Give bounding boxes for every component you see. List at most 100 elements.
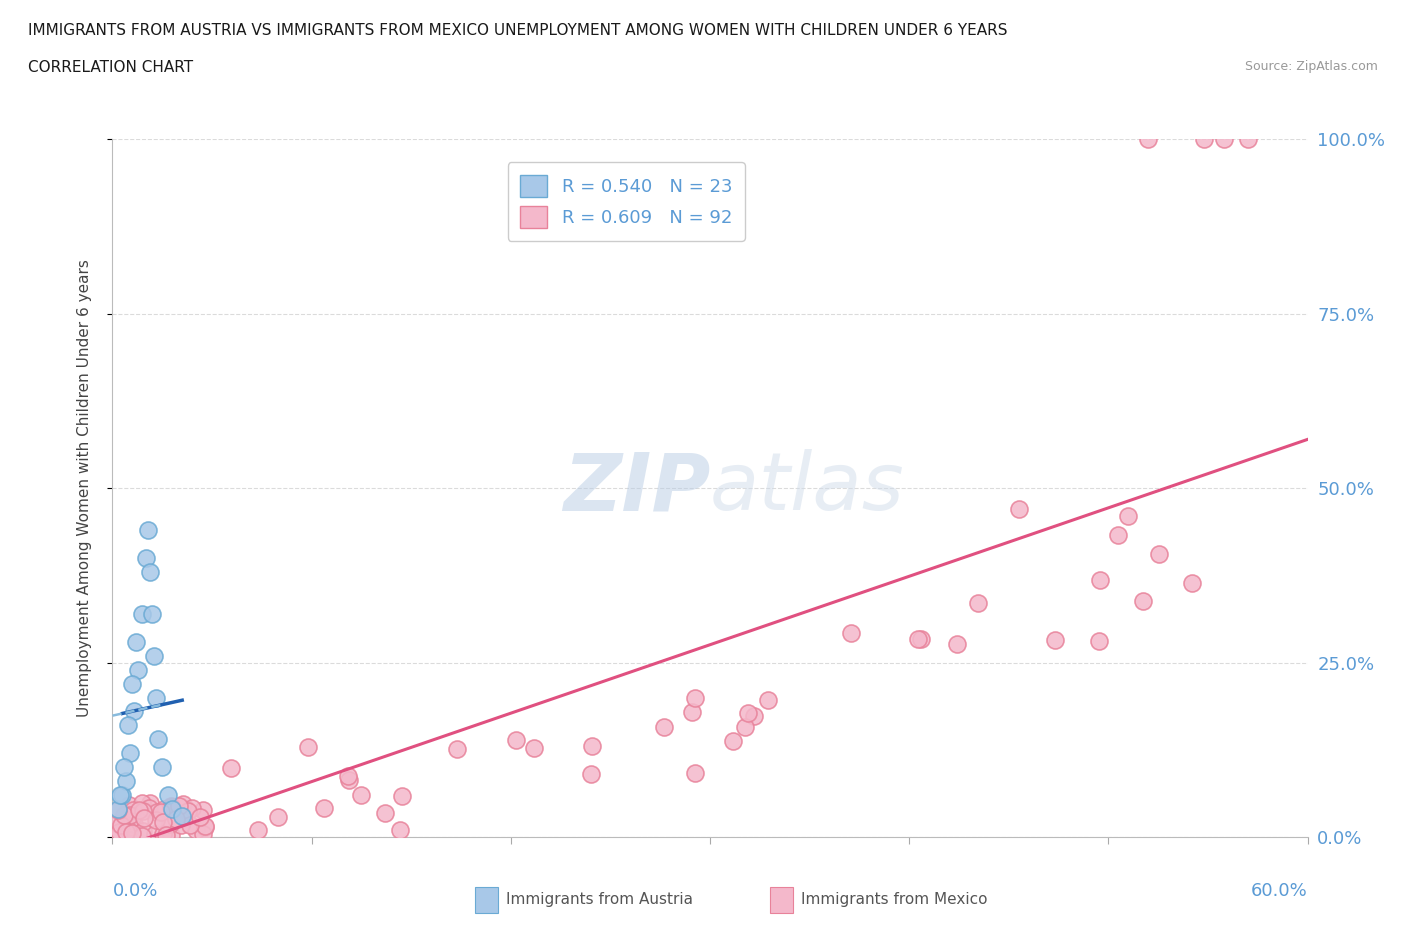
Text: CORRELATION CHART: CORRELATION CHART (28, 60, 193, 75)
Point (683, 765, 706, 780)
Point (117, 822, 139, 837)
Y-axis label: Unemployment Among Women with Children Under 6 years: Unemployment Among Women with Children U… (77, 259, 91, 717)
Point (1008, 502, 1031, 517)
Point (155, 828, 177, 843)
Point (652, 720, 675, 735)
Point (1088, 572, 1111, 587)
Point (523, 741, 546, 756)
Point (967, 596, 990, 611)
Point (910, 632, 932, 647)
Point (1212, 132, 1236, 147)
Text: 0.0%: 0.0% (112, 883, 157, 900)
Point (105, 816, 128, 830)
Point (145, 690, 167, 705)
Point (734, 720, 756, 735)
Point (157, 788, 180, 803)
Point (115, 825, 138, 840)
Point (181, 801, 204, 816)
Point (108, 826, 131, 841)
Point (247, 823, 270, 838)
Text: Source: ZipAtlas.com: Source: ZipAtlas.com (1244, 60, 1378, 73)
Point (188, 810, 211, 825)
Point (117, 718, 139, 733)
Point (152, 815, 174, 830)
Point (107, 802, 129, 817)
Point (194, 819, 217, 834)
Point (124, 704, 146, 719)
Point (107, 803, 129, 817)
Point (1137, 132, 1160, 147)
Point (143, 827, 166, 842)
Point (131, 795, 153, 810)
Point (194, 818, 217, 833)
Text: atlas: atlas (710, 449, 905, 527)
Point (945, 637, 967, 652)
Point (721, 734, 744, 749)
Point (907, 631, 929, 646)
FancyBboxPatch shape (475, 887, 498, 913)
Point (152, 827, 174, 842)
Point (143, 648, 166, 663)
Point (110, 817, 132, 832)
Point (145, 813, 167, 828)
Point (125, 634, 148, 649)
Point (118, 797, 141, 812)
Point (374, 805, 396, 820)
Point (115, 774, 138, 789)
Point (177, 804, 200, 818)
Text: Immigrants from Austria: Immigrants from Austria (506, 892, 693, 907)
Point (160, 800, 183, 815)
Point (114, 760, 135, 775)
Point (118, 808, 141, 823)
Point (112, 807, 135, 822)
Point (124, 817, 146, 831)
Point (1107, 527, 1129, 542)
Point (132, 824, 155, 839)
Point (219, 760, 242, 775)
Point (184, 822, 207, 837)
Point (681, 704, 703, 719)
Point (744, 709, 766, 724)
Point (152, 802, 174, 817)
Point (1147, 547, 1170, 562)
Point (148, 732, 170, 747)
Point (350, 788, 373, 803)
Point (139, 565, 162, 579)
Point (170, 817, 193, 832)
Point (121, 825, 143, 840)
Point (138, 796, 160, 811)
Point (128, 803, 150, 817)
Point (127, 662, 149, 677)
Point (1043, 633, 1066, 648)
Point (162, 802, 183, 817)
Point (172, 809, 194, 824)
Point (391, 789, 413, 804)
Point (167, 799, 190, 814)
Legend: R = 0.540   N = 23, R = 0.609   N = 92: R = 0.540 N = 23, R = 0.609 N = 92 (508, 163, 745, 241)
Point (1181, 576, 1204, 591)
Point (166, 812, 188, 827)
Point (159, 798, 181, 813)
Point (193, 827, 215, 842)
Point (110, 788, 132, 803)
Point (267, 809, 290, 824)
Point (1132, 593, 1154, 608)
Point (121, 810, 143, 825)
Point (756, 693, 779, 708)
Point (581, 739, 603, 754)
Point (737, 705, 759, 720)
Point (159, 828, 181, 843)
Point (121, 676, 143, 691)
Point (132, 804, 155, 818)
Point (120, 746, 142, 761)
Point (108, 825, 131, 840)
Point (138, 801, 160, 816)
Text: 60.0%: 60.0% (1251, 883, 1308, 900)
Point (337, 773, 360, 788)
Point (159, 817, 181, 831)
Point (146, 804, 169, 819)
Text: Immigrants from Mexico: Immigrants from Mexico (801, 892, 988, 907)
Point (1237, 132, 1260, 147)
Point (149, 804, 172, 819)
Point (141, 606, 163, 621)
